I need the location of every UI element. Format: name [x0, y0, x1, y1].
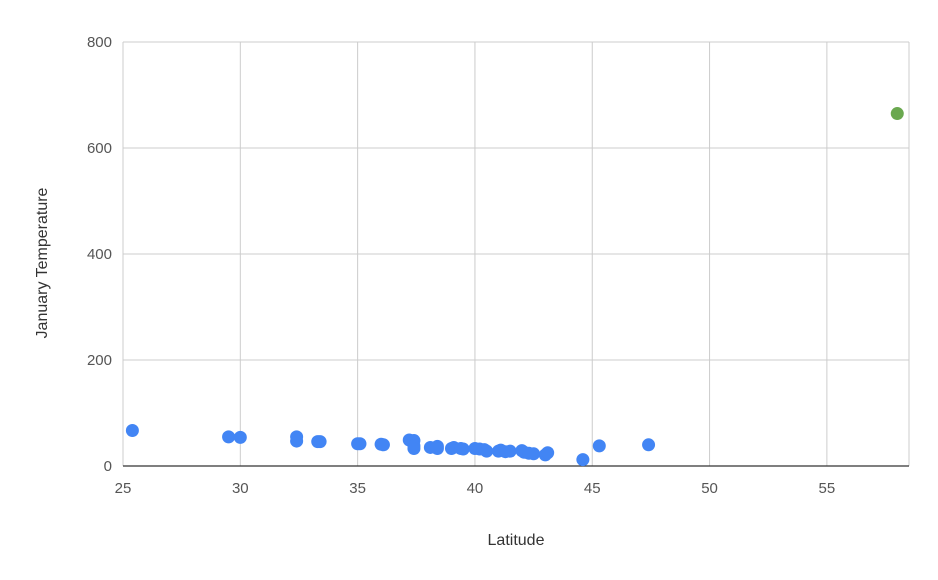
data-point	[541, 446, 555, 460]
data-point	[890, 107, 904, 121]
x-tick-label: 35	[349, 480, 366, 497]
x-axis-title: Latitude	[488, 532, 545, 549]
data-point	[592, 439, 606, 453]
data-point	[353, 437, 367, 451]
data-point	[576, 453, 590, 467]
data-point	[430, 442, 444, 456]
y-tick-label: 400	[87, 246, 112, 263]
data-point	[503, 444, 517, 458]
data-point	[480, 444, 494, 458]
data-point	[233, 430, 247, 444]
y-axis-title: January Temperature	[34, 187, 51, 338]
gridlines	[122, 41, 910, 466]
y-tick-label: 800	[87, 34, 112, 51]
y-tick-label: 0	[104, 458, 112, 475]
data-point	[527, 447, 541, 461]
data-point	[222, 430, 236, 444]
data-point	[290, 434, 304, 448]
x-tick-label: 30	[232, 480, 249, 497]
data-point	[313, 435, 327, 449]
x-tick-label: 25	[115, 480, 132, 497]
data-points	[125, 107, 904, 467]
tick-labels: 0 200 400 600 800 25 30 35 40 45 50 55	[87, 34, 835, 497]
data-point	[407, 442, 421, 456]
x-tick-label: 55	[819, 480, 836, 497]
data-point	[125, 423, 139, 437]
data-point	[642, 438, 656, 452]
x-tick-label: 40	[467, 480, 484, 497]
data-point	[456, 442, 470, 456]
x-tick-label: 50	[701, 480, 718, 497]
data-point	[376, 438, 390, 452]
x-tick-label: 45	[584, 480, 601, 497]
y-tick-label: 200	[87, 352, 112, 369]
y-tick-label: 600	[87, 140, 112, 157]
